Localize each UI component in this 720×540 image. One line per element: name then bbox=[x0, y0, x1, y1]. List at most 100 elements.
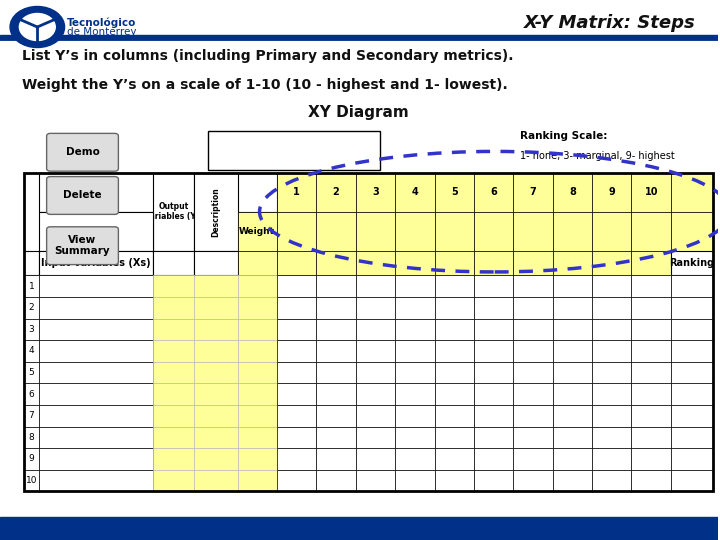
Bar bbox=[474, 470, 513, 491]
Bar bbox=[631, 383, 671, 405]
Bar bbox=[395, 448, 435, 470]
Bar bbox=[40, 173, 277, 212]
Bar bbox=[194, 383, 238, 405]
Bar bbox=[474, 383, 513, 405]
Bar bbox=[153, 251, 194, 275]
Bar bbox=[238, 470, 277, 491]
Bar bbox=[238, 405, 277, 427]
Text: Ranking Scale:: Ranking Scale: bbox=[521, 131, 608, 141]
Text: 7: 7 bbox=[29, 411, 35, 420]
Bar bbox=[671, 383, 713, 405]
Bar bbox=[395, 251, 435, 275]
Bar bbox=[553, 297, 592, 319]
Bar bbox=[356, 251, 395, 275]
Bar bbox=[395, 319, 435, 340]
Bar bbox=[316, 275, 356, 297]
Bar bbox=[277, 383, 316, 405]
Bar bbox=[631, 212, 671, 251]
Bar bbox=[474, 340, 513, 362]
FancyBboxPatch shape bbox=[47, 227, 118, 265]
Bar bbox=[194, 448, 238, 470]
Text: Output
Variables (Ys): Output Variables (Ys) bbox=[144, 202, 204, 221]
Bar bbox=[592, 212, 631, 251]
Bar bbox=[277, 251, 316, 275]
Text: 3: 3 bbox=[29, 325, 35, 334]
Bar bbox=[316, 297, 356, 319]
Bar bbox=[24, 173, 713, 491]
Bar bbox=[592, 470, 631, 491]
Text: 6: 6 bbox=[490, 187, 497, 197]
Bar bbox=[474, 319, 513, 340]
Bar bbox=[474, 173, 513, 212]
Bar bbox=[513, 362, 553, 383]
Bar bbox=[40, 362, 153, 383]
Text: Weight the Y’s on a scale of 1-10 (10 - highest and 1- lowest).: Weight the Y’s on a scale of 1-10 (10 - … bbox=[22, 78, 508, 92]
Bar bbox=[592, 427, 631, 448]
Bar bbox=[671, 448, 713, 470]
Bar bbox=[316, 251, 356, 275]
Bar bbox=[671, 173, 713, 212]
Bar bbox=[316, 470, 356, 491]
Bar bbox=[631, 405, 671, 427]
Bar bbox=[395, 340, 435, 362]
Bar bbox=[356, 362, 395, 383]
Bar bbox=[277, 275, 316, 297]
Bar bbox=[671, 427, 713, 448]
Bar bbox=[513, 340, 553, 362]
Bar bbox=[194, 470, 238, 491]
Bar bbox=[356, 212, 395, 251]
Bar bbox=[24, 362, 40, 383]
Bar bbox=[513, 383, 553, 405]
Bar bbox=[553, 470, 592, 491]
Bar bbox=[631, 319, 671, 340]
Bar bbox=[40, 405, 153, 427]
Bar bbox=[553, 173, 592, 212]
Bar bbox=[513, 212, 553, 251]
Bar bbox=[435, 362, 474, 383]
Bar bbox=[153, 383, 194, 405]
Text: 4: 4 bbox=[29, 347, 35, 355]
Bar bbox=[153, 405, 194, 427]
Bar bbox=[277, 297, 316, 319]
Text: 2: 2 bbox=[333, 187, 339, 197]
Bar bbox=[592, 319, 631, 340]
Bar bbox=[435, 212, 474, 251]
Bar bbox=[631, 427, 671, 448]
Bar bbox=[194, 340, 238, 362]
Bar bbox=[631, 173, 671, 212]
Bar bbox=[513, 297, 553, 319]
Bar bbox=[277, 212, 316, 251]
Bar bbox=[0, 517, 718, 540]
Bar bbox=[395, 383, 435, 405]
Bar bbox=[671, 470, 713, 491]
Bar bbox=[553, 448, 592, 470]
Bar bbox=[24, 275, 40, 297]
FancyBboxPatch shape bbox=[47, 133, 118, 171]
Bar bbox=[316, 448, 356, 470]
Bar bbox=[513, 173, 553, 212]
Bar bbox=[24, 340, 40, 362]
Bar bbox=[631, 470, 671, 491]
Bar bbox=[631, 362, 671, 383]
Bar bbox=[40, 340, 153, 362]
Bar bbox=[435, 470, 474, 491]
Text: 4: 4 bbox=[411, 187, 418, 197]
Bar bbox=[194, 319, 238, 340]
Bar bbox=[356, 173, 395, 212]
Bar bbox=[474, 405, 513, 427]
Bar bbox=[395, 212, 435, 251]
Bar bbox=[316, 427, 356, 448]
Bar bbox=[553, 251, 592, 275]
Text: de Monterrey: de Monterrey bbox=[67, 27, 136, 37]
Bar bbox=[356, 275, 395, 297]
Bar bbox=[592, 405, 631, 427]
Text: 10: 10 bbox=[26, 476, 37, 485]
Bar bbox=[671, 297, 713, 319]
Bar bbox=[553, 405, 592, 427]
Bar bbox=[277, 319, 316, 340]
Text: 8: 8 bbox=[569, 187, 576, 197]
Bar bbox=[40, 212, 153, 251]
Bar bbox=[0, 35, 718, 39]
Bar bbox=[40, 383, 153, 405]
Bar bbox=[153, 340, 194, 362]
